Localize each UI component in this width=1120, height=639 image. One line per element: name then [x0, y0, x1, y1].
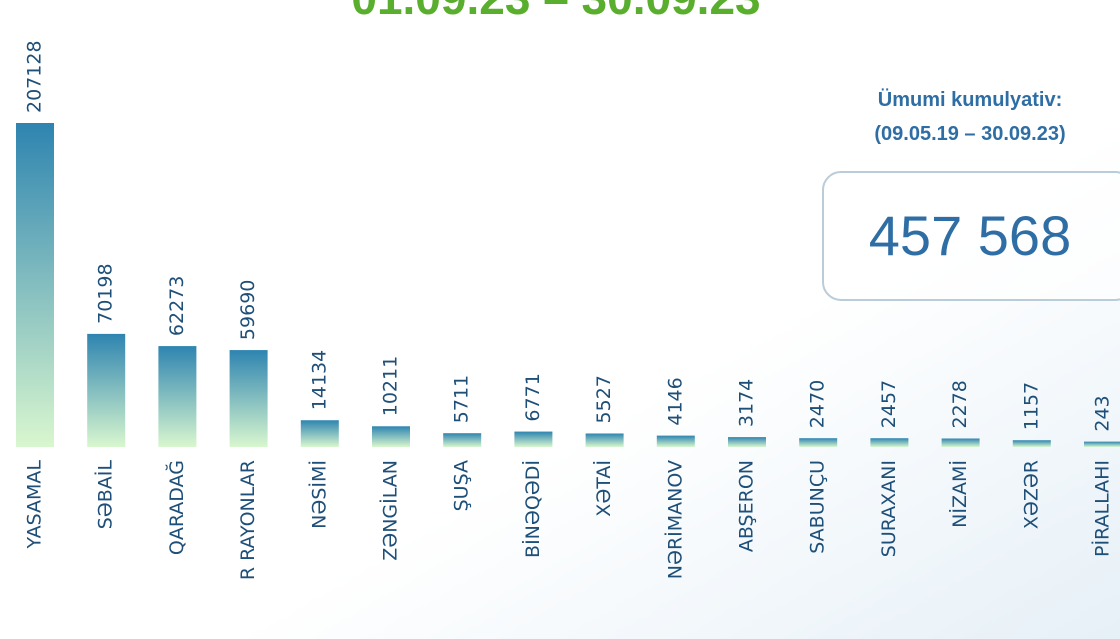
cumulative-period: (09.05.19 – 30.09.23)	[874, 123, 1065, 145]
x-tick-label: XƏZƏR	[1020, 460, 1042, 529]
value-label: 4146	[664, 377, 686, 425]
value-label: 70198	[95, 263, 117, 323]
x-tick-label: SABUNÇU	[807, 460, 829, 554]
value-label: 2470	[807, 380, 829, 428]
x-tick-label: R RAYONLAR	[237, 460, 259, 580]
value-label: 6771	[522, 373, 544, 421]
x-tick-label: BİNƏQƏDİ	[521, 460, 544, 558]
cumulative-value: 457 568	[869, 204, 1071, 267]
bar	[514, 431, 553, 447]
x-tick-label: YASAMAL	[24, 460, 46, 550]
x-tick-label: ZƏNGİLAN	[379, 460, 402, 561]
bar	[443, 433, 482, 447]
x-tick-label: ABŞERON	[736, 460, 758, 552]
value-label: 59690	[237, 280, 259, 340]
bar	[728, 437, 766, 447]
bar	[158, 346, 197, 447]
bar	[300, 420, 339, 447]
cumulative-title: Ümumi kumulyativ:	[878, 88, 1062, 111]
bar	[799, 438, 838, 447]
value-label: 2278	[949, 380, 971, 428]
value-label: 3174	[736, 379, 758, 427]
value-label: 1157	[1020, 382, 1042, 430]
chart-title: 01.09.23 – 30.09.23	[351, 0, 760, 24]
bar	[372, 426, 410, 447]
value-label: 207128	[24, 40, 46, 113]
bar	[87, 333, 126, 447]
value-label: 5527	[593, 375, 615, 423]
x-tick-label: NƏSİMİ	[307, 460, 330, 529]
bar	[585, 433, 624, 447]
value-label: 10211	[380, 356, 402, 416]
bar	[941, 438, 980, 447]
bar	[16, 123, 54, 447]
value-label: 243	[1092, 395, 1114, 431]
x-tick-label: ŞUŞA	[451, 460, 473, 511]
bar	[229, 350, 268, 447]
bar	[870, 438, 909, 447]
x-tick-label: NİZAMİ	[948, 460, 971, 528]
x-tick-label: PİRALLAHI	[1091, 460, 1114, 557]
value-label: 5711	[451, 375, 473, 423]
x-tick-label: XƏTAİ	[592, 460, 615, 517]
x-tick-label: SURAXANI	[878, 460, 900, 557]
bar	[1012, 440, 1051, 447]
bar	[656, 435, 695, 447]
bar	[1084, 441, 1120, 447]
x-tick-label: QARADAĞ	[164, 460, 188, 555]
x-tick-label: NƏRİMANOV	[663, 460, 686, 579]
cumulative-box	[822, 171, 1120, 301]
value-label: 14134	[308, 350, 330, 410]
x-tick-label: SƏBAİL	[94, 460, 117, 530]
value-label: 2457	[878, 380, 900, 428]
value-label: 62273	[166, 276, 188, 336]
